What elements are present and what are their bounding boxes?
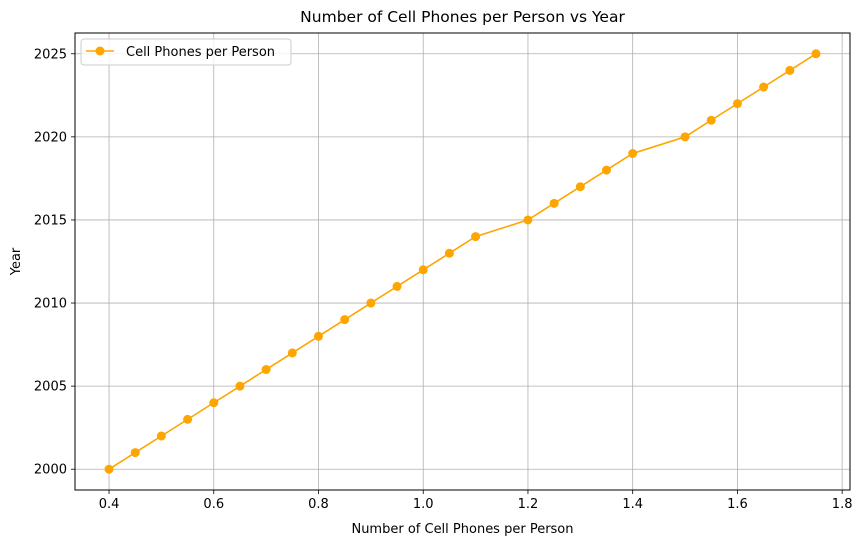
data-point bbox=[549, 198, 559, 208]
data-point bbox=[811, 49, 821, 59]
data-point bbox=[313, 331, 323, 341]
y-tick-label: 2025 bbox=[34, 47, 67, 62]
data-point bbox=[287, 348, 297, 358]
data-point bbox=[209, 398, 219, 408]
x-tick-label: 0.8 bbox=[308, 497, 329, 512]
data-point bbox=[628, 148, 638, 158]
data-point bbox=[785, 65, 795, 75]
data-point bbox=[104, 464, 114, 474]
data-point bbox=[418, 265, 428, 275]
data-point bbox=[523, 215, 533, 225]
axis-ticks: 0.4 0.6 0.8 1.0 1.2 1.4 1.6 1.8 2000 2005 2010 2015… bbox=[34, 47, 853, 512]
chart-title: Number of Cell Phones per Person vs Year bbox=[300, 8, 625, 26]
data-point bbox=[340, 315, 350, 325]
x-tick-label: 0.4 bbox=[99, 497, 120, 512]
y-axis-label: Year bbox=[9, 247, 24, 276]
y-tick-label: 2005 bbox=[34, 380, 67, 395]
data-point bbox=[261, 365, 271, 375]
y-tick-label: 2000 bbox=[34, 463, 67, 478]
data-point bbox=[130, 448, 140, 458]
y-tick-label: 2015 bbox=[34, 213, 67, 228]
data-point bbox=[602, 165, 612, 175]
data-point bbox=[680, 132, 690, 142]
x-tick-label: 1.4 bbox=[622, 497, 643, 512]
legend: Cell Phones per Person bbox=[80, 38, 292, 66]
data-series bbox=[104, 49, 821, 474]
data-point bbox=[706, 115, 716, 125]
y-tick-label: 2020 bbox=[34, 130, 67, 145]
legend-marker-swatch bbox=[95, 46, 105, 56]
data-point bbox=[392, 281, 402, 291]
data-point bbox=[183, 414, 193, 424]
data-point bbox=[235, 381, 245, 391]
x-axis-label: Number of Cell Phones per Person bbox=[351, 522, 573, 537]
data-point bbox=[444, 248, 454, 258]
plot-frame bbox=[74, 32, 851, 491]
grid-lines bbox=[75, 33, 850, 490]
y-tick-label: 2010 bbox=[34, 297, 67, 312]
data-point bbox=[366, 298, 376, 308]
x-tick-label: 1.2 bbox=[518, 497, 539, 512]
x-tick-label: 1.8 bbox=[832, 497, 853, 512]
x-tick-label: 1.0 bbox=[413, 497, 434, 512]
data-point bbox=[759, 82, 769, 92]
data-point bbox=[575, 182, 585, 192]
series-line bbox=[108, 53, 817, 470]
x-tick-label: 0.6 bbox=[203, 497, 224, 512]
x-tick-label: 1.6 bbox=[727, 497, 748, 512]
data-point bbox=[732, 99, 742, 109]
legend-label: Cell Phones per Person bbox=[126, 45, 275, 60]
data-point bbox=[471, 232, 481, 242]
legend-box bbox=[80, 38, 292, 66]
data-point bbox=[156, 431, 166, 441]
